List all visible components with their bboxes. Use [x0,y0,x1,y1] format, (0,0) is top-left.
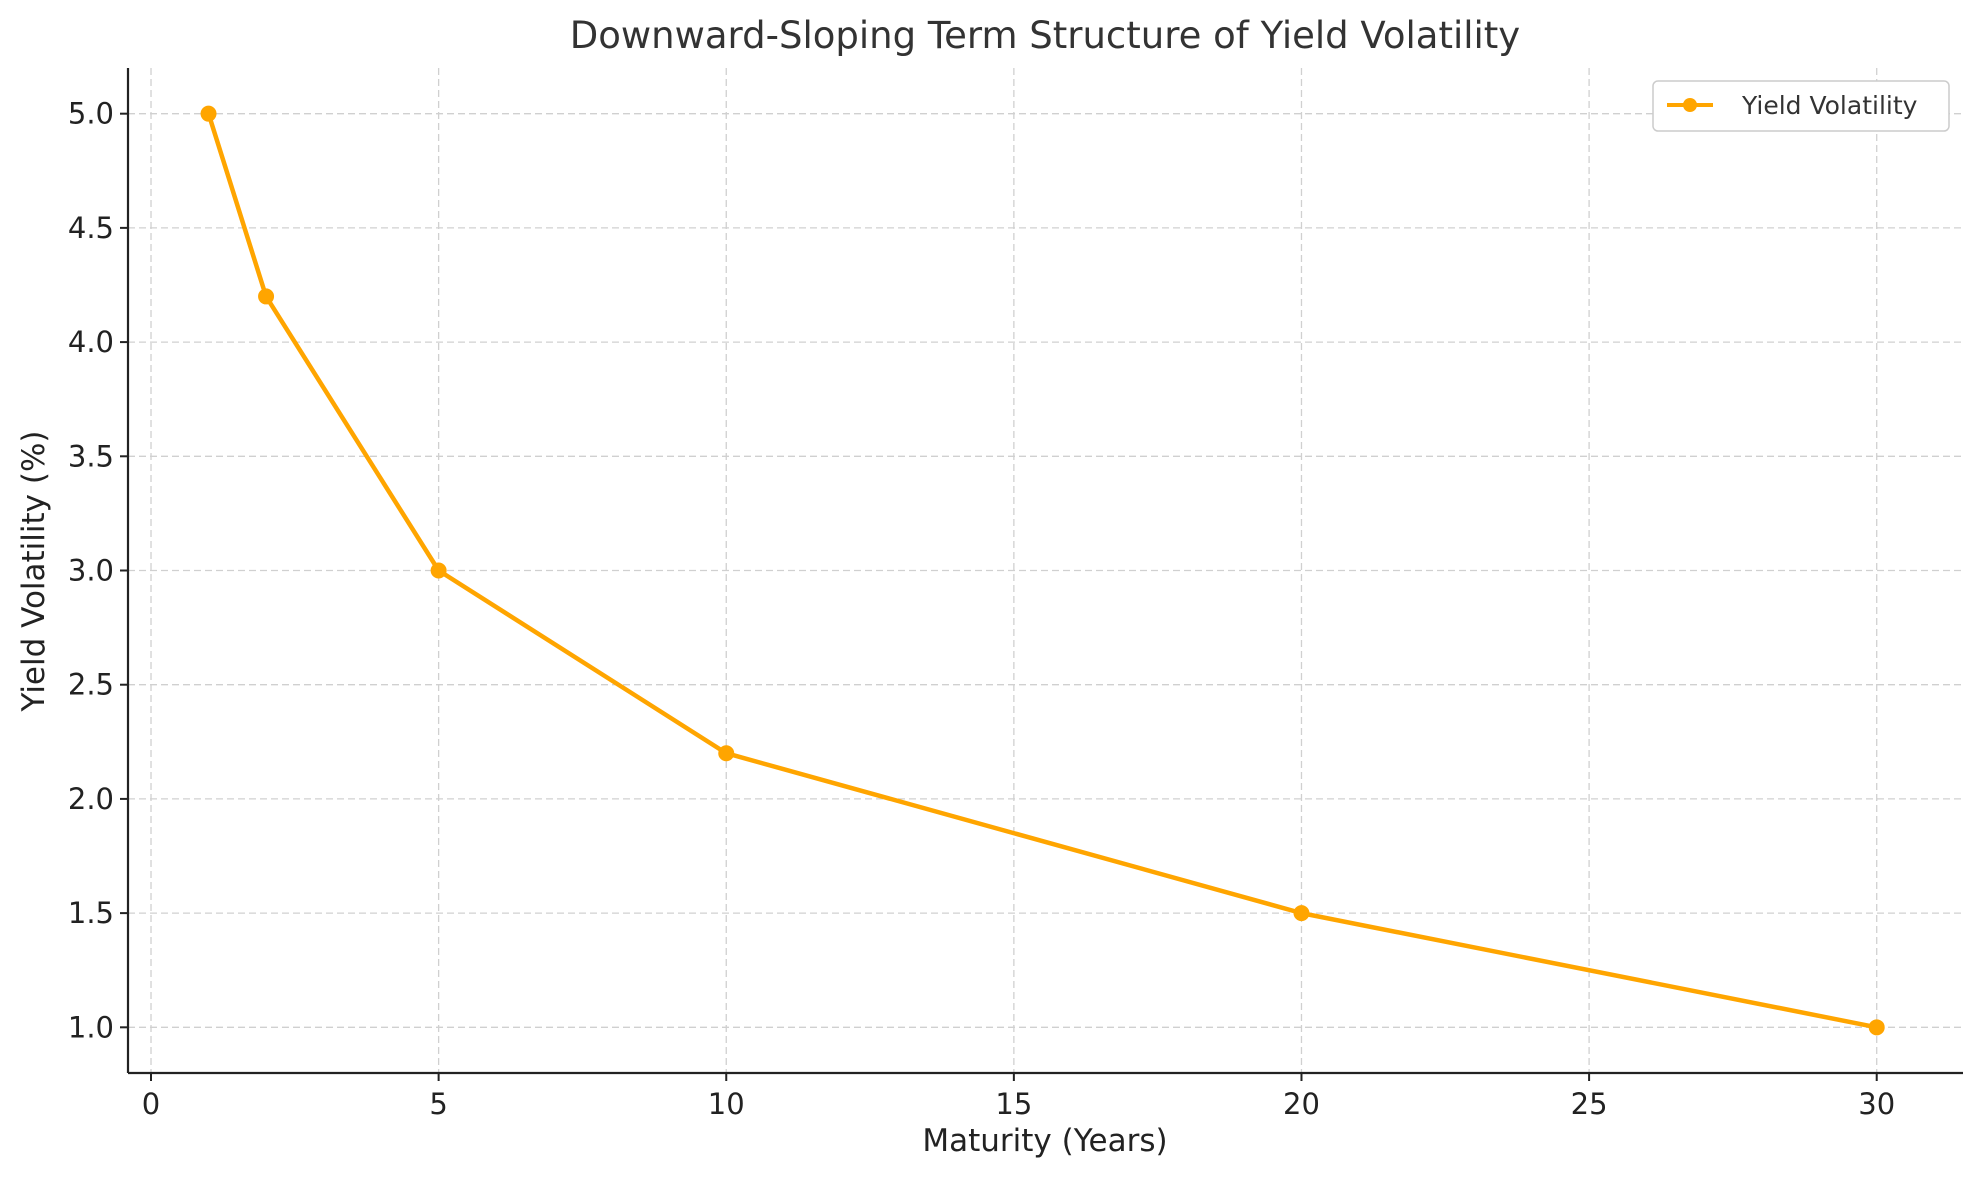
y-tick-label-2.5: 2.5 [68,668,114,702]
y-tick-label-4.0: 4.0 [68,325,114,359]
x-tick-label-20: 20 [1283,1087,1320,1121]
grid-lines [128,68,1963,1073]
x-axis-label: Maturity (Years) [922,1123,1167,1159]
data-point-1 [200,105,217,122]
data-point-20 [1293,905,1310,922]
x-axis-ticks: 0 5 10 15 20 25 30 [142,1073,1895,1121]
y-tick-label-4.5: 4.5 [68,211,114,245]
y-tick-label-1.0: 1.0 [68,1010,114,1044]
legend: Yield Volatility [1652,80,1950,132]
x-tick-label-10: 10 [708,1087,745,1121]
data-point-5 [430,562,447,579]
y-tick-label-3.0: 3.0 [68,554,114,588]
data-point-10 [718,745,735,762]
legend-label: Yield Volatility [1741,91,1918,120]
x-tick-label-30: 30 [1858,1087,1895,1121]
y-tick-label-5.0: 5.0 [68,97,114,131]
data-point-30 [1868,1019,1885,1036]
data-point-2 [258,288,275,305]
legend-box [1652,80,1950,132]
x-tick-label-15: 15 [995,1087,1032,1121]
chart-title: Downward-Sloping Term Structure of Yield… [570,14,1520,57]
y-tick-label-1.5: 1.5 [68,896,114,930]
series-line-0 [206,111,1879,1030]
y-tick-label-3.5: 3.5 [68,439,114,473]
x-tick-label-25: 25 [1571,1087,1608,1121]
y-axis-label: Yield Volatility (%) [16,430,52,712]
legend-marker-swatch [1683,98,1697,112]
series-layer [200,105,1885,1036]
x-tick-label-5: 5 [429,1087,447,1121]
y-tick-label-2.0: 2.0 [68,782,114,816]
y-axis-ticks: 1.0 1.5 2.0 2.5 3.0 3.5 4.0 4.5 5.0 [68,97,128,1044]
x-tick-label-0: 0 [142,1087,160,1121]
